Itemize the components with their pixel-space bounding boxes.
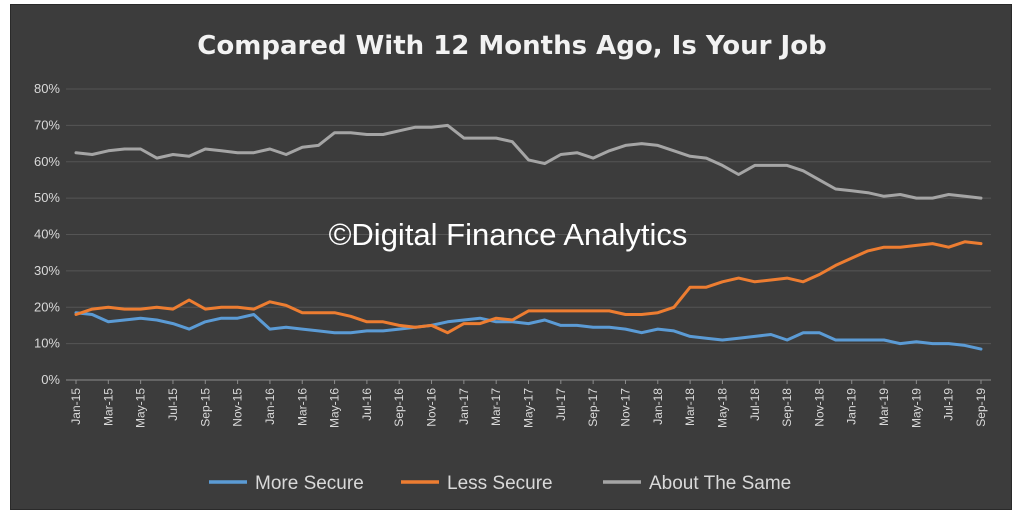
x-tick-label: Mar-16: [295, 388, 309, 426]
series-lines: [74, 123, 983, 351]
x-tick-label: May-18: [715, 388, 729, 428]
series-line-less-secure: [74, 240, 983, 335]
series-line-more-secure: [74, 311, 983, 351]
x-axis: Jan-15 Mar-15 May-15 Jul-15 Sep-15 Nov-15 Jan-…: [69, 380, 988, 428]
x-tick-label: Sep-19: [974, 388, 988, 427]
y-tick-label: 70%: [34, 117, 60, 132]
x-tick-label: May-19: [909, 388, 923, 428]
x-tick-label: Sep-15: [198, 388, 212, 427]
y-tick-label: 30%: [34, 263, 60, 278]
legend: More Secure Less Secure About The Same: [209, 473, 791, 494]
x-tick-label: Jul-15: [166, 388, 180, 421]
x-tick-label: Nov-17: [618, 388, 632, 427]
line-chart: Compared With 12 Months Ago, Is Your Job…: [34, 31, 991, 494]
x-tick-label: Sep-18: [780, 388, 794, 427]
watermark-text: ©Digital Finance Analytics: [329, 217, 688, 252]
x-tick-label: Mar-15: [101, 388, 115, 426]
y-tick-label: 0%: [41, 372, 60, 387]
x-tick-label: May-17: [522, 388, 536, 428]
series-line-about-the-same: [74, 123, 983, 200]
y-tick-label: 60%: [34, 154, 60, 169]
x-tick-label: Mar-18: [683, 388, 697, 426]
x-tick-label: Jan-16: [263, 388, 277, 425]
x-tick-label: Jan-18: [651, 388, 665, 425]
x-tick-label: Sep-16: [392, 388, 406, 427]
x-tick-label: Jan-17: [457, 388, 471, 425]
x-tick-label: Nov-18: [812, 388, 826, 427]
x-tick-label: Jan-19: [845, 388, 859, 425]
legend-label: Less Secure: [447, 473, 553, 494]
x-tick-label: May-15: [134, 388, 148, 428]
x-tick-label: Jul-16: [360, 388, 374, 421]
x-tick-label: Sep-17: [586, 388, 600, 427]
chart-title: Compared With 12 Months Ago, Is Your Job: [197, 31, 826, 61]
x-tick-label: Jul-17: [554, 388, 568, 421]
y-tick-label: 10%: [34, 336, 60, 351]
y-tick-label: 20%: [34, 299, 60, 314]
legend-label: About The Same: [649, 473, 791, 494]
x-tick-label: Nov-15: [231, 388, 245, 427]
x-tick-label: Jul-18: [748, 388, 762, 421]
y-tick-label: 80%: [34, 81, 60, 96]
x-tick-label: Mar-19: [877, 388, 891, 426]
y-axis: 0% 10% 20% 30% 40% 50% 60% 70% 80%: [34, 81, 60, 387]
y-tick-label: 50%: [34, 190, 60, 205]
legend-label: More Secure: [255, 473, 364, 494]
x-tick-label: Mar-17: [489, 388, 503, 426]
x-tick-label: May-16: [328, 388, 342, 428]
x-tick-label: Nov-16: [425, 388, 439, 427]
y-tick-label: 40%: [34, 227, 60, 242]
x-tick-label: Jan-15: [69, 388, 83, 425]
chart-frame: Compared With 12 Months Ago, Is Your Job…: [10, 4, 1012, 510]
x-tick-label: Jul-19: [942, 388, 956, 421]
